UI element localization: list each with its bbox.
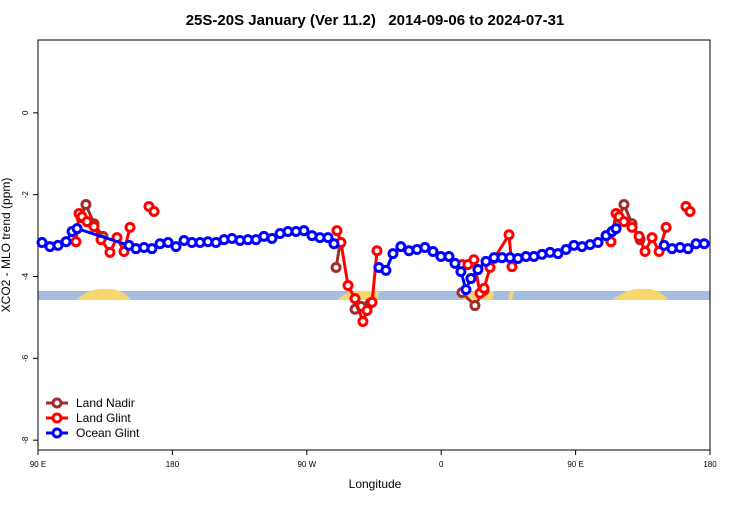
data-point: [328, 238, 340, 250]
data-point: [104, 246, 116, 258]
data-point: [36, 237, 48, 249]
data-point: [682, 243, 694, 255]
data-point: [560, 244, 572, 256]
data-point: [162, 237, 174, 249]
data-point: [460, 284, 472, 296]
data-point: [80, 198, 92, 210]
data-point: [449, 257, 461, 269]
data-point: [618, 216, 630, 228]
land-patch: [508, 291, 514, 300]
data-point: [70, 236, 82, 248]
legend-label: Ocean Glint: [76, 426, 140, 440]
legend-label: Land Nadir: [76, 396, 135, 410]
x-tick-label: 0: [439, 460, 444, 469]
data-point: [146, 243, 158, 255]
data-point: [357, 316, 369, 328]
data-point: [371, 245, 383, 257]
data-point: [71, 223, 83, 235]
legend-marker: [51, 412, 63, 424]
data-point: [124, 221, 136, 233]
data-point: [81, 216, 93, 228]
y-tick-label: -4: [21, 272, 30, 280]
x-tick-label: 90 E: [30, 460, 46, 469]
data-point: [503, 229, 515, 241]
legend-label: Land Glint: [76, 411, 131, 425]
data-point: [618, 198, 630, 210]
y-tick-label: 0: [21, 110, 30, 115]
data-point: [298, 225, 310, 237]
data-point: [455, 266, 467, 278]
data-point: [469, 300, 481, 312]
data-point: [468, 254, 480, 266]
data-point: [148, 205, 160, 217]
data-point: [380, 264, 392, 276]
x-tick-label: 180: [703, 460, 717, 469]
y-tick-label: -2: [21, 191, 30, 199]
y-tick-label: -6: [21, 354, 30, 362]
data-point: [592, 237, 604, 249]
data-point: [419, 241, 431, 253]
x-axis-label: Longitude: [349, 477, 402, 491]
legend-marker: [51, 397, 63, 409]
y-axis-label: XCO2 - MLO trend (ppm): [0, 178, 13, 313]
data-point: [342, 280, 354, 292]
data-point: [361, 304, 373, 316]
y-tick-label: -8: [21, 436, 30, 444]
data-point: [633, 230, 645, 242]
data-point: [331, 225, 343, 237]
data-point: [88, 221, 100, 233]
data-point: [478, 282, 490, 294]
data-point: [387, 248, 399, 260]
data-point: [472, 264, 484, 276]
data-point: [427, 246, 439, 258]
data-point: [639, 246, 651, 258]
data-point: [60, 236, 72, 248]
data-point: [349, 293, 361, 305]
data-point: [646, 232, 658, 244]
data-point: [506, 261, 518, 273]
data-point: [552, 248, 564, 260]
data-point: [322, 232, 334, 244]
data-point: [443, 250, 455, 262]
x-tick-label: 90 E: [567, 460, 583, 469]
data-point: [684, 205, 696, 217]
x-tick-label: 90 W: [297, 460, 316, 469]
data-point: [698, 238, 710, 250]
legend-marker: [51, 427, 63, 439]
data-point: [170, 241, 182, 253]
data-point: [395, 241, 407, 253]
data-point: [660, 221, 672, 233]
chart-title: 25S-20S January (Ver 11.2) 2014-09-06 to…: [186, 12, 565, 29]
data-point: [626, 221, 638, 233]
land-patch: [76, 288, 131, 300]
data-point: [266, 232, 278, 244]
data-point: [366, 296, 378, 308]
land-patch: [612, 288, 668, 300]
data-point: [465, 273, 477, 285]
x-tick-label: 180: [166, 460, 180, 469]
data-point: [330, 262, 342, 274]
data-point: [610, 223, 622, 235]
